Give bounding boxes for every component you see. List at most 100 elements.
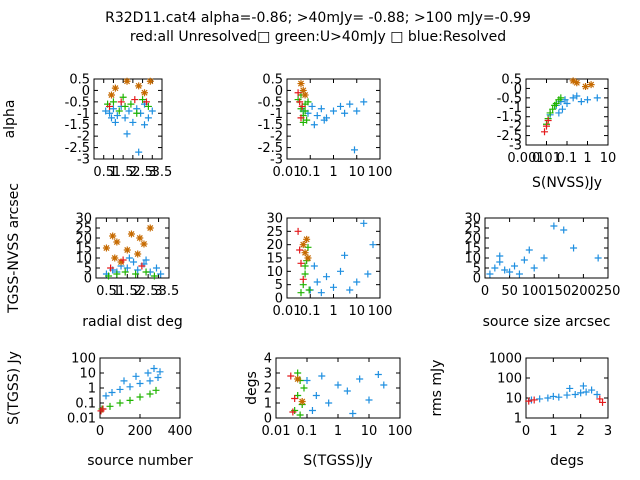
data-point xyxy=(136,393,144,401)
x-tick-label: 0 xyxy=(481,284,489,299)
series-blue xyxy=(527,382,601,404)
data-point xyxy=(136,234,144,242)
data-point xyxy=(142,256,150,264)
data-point xyxy=(557,94,565,102)
y-tick-label: 20 xyxy=(464,232,481,247)
data-point xyxy=(125,254,133,262)
data-point xyxy=(109,232,117,240)
data-point xyxy=(374,371,382,378)
data-point xyxy=(582,388,590,396)
x-tick-label: 3.5 xyxy=(159,284,180,299)
data-point xyxy=(360,98,368,106)
x-tick-label: 0.01 xyxy=(273,304,302,319)
y-tick-label: 30 xyxy=(75,212,92,227)
data-point xyxy=(341,251,349,259)
data-point xyxy=(299,241,307,249)
data-point xyxy=(298,398,306,405)
x-tick-label: 1 xyxy=(334,424,342,439)
data-point xyxy=(334,381,342,389)
data-point xyxy=(584,96,591,104)
series-green xyxy=(104,93,152,117)
data-point xyxy=(317,289,325,297)
data-point xyxy=(308,102,316,110)
data-point xyxy=(141,89,149,97)
x-tick-label: 2.5 xyxy=(138,284,159,299)
data-point xyxy=(106,109,114,117)
data-point xyxy=(308,407,316,414)
data-point xyxy=(299,275,307,283)
data-point xyxy=(296,411,304,419)
data-point xyxy=(325,399,333,407)
data-point xyxy=(129,118,137,126)
data-point xyxy=(593,390,601,398)
series-blue xyxy=(486,222,602,278)
y-tick-label: 1 xyxy=(88,382,96,397)
data-point xyxy=(558,105,566,113)
y-tick-label: 10 xyxy=(266,265,283,280)
data-point xyxy=(152,386,160,394)
data-point xyxy=(113,112,121,120)
data-point xyxy=(563,100,571,108)
y-tick-label: 1 xyxy=(264,397,272,412)
x-tick-label: 1.5 xyxy=(113,165,134,180)
series-red xyxy=(525,395,607,406)
x-tick-label: 3.5 xyxy=(152,165,173,180)
data-point xyxy=(330,107,337,115)
data-point xyxy=(146,390,154,398)
x-tick-label: 0.5 xyxy=(93,165,114,180)
data-point xyxy=(350,146,358,154)
y-tick-label: -0.5 xyxy=(497,91,522,106)
x-tick-label: 100 xyxy=(388,424,413,439)
y-tick-label: 100 xyxy=(497,372,522,387)
data-point xyxy=(364,270,372,278)
data-point xyxy=(525,397,533,405)
data-point xyxy=(313,278,321,286)
data-point xyxy=(520,256,528,264)
y-axis-label: degs xyxy=(244,371,260,405)
y-axis-label: rms mJy xyxy=(429,360,445,417)
data-point xyxy=(506,268,514,276)
x-tick-label: 10 xyxy=(600,151,617,166)
data-point xyxy=(356,375,364,383)
data-point xyxy=(336,267,344,275)
data-point xyxy=(570,244,578,252)
title-line-2: red:all Unresolved□ green:U>40mJy □ blue… xyxy=(130,29,506,45)
series-red xyxy=(287,372,299,416)
series-orange xyxy=(569,77,595,91)
data-point xyxy=(525,246,533,254)
data-point xyxy=(304,98,312,106)
data-point xyxy=(544,116,552,124)
data-point xyxy=(297,259,305,267)
y-tick-label: -2 xyxy=(270,130,283,145)
data-point xyxy=(130,258,138,266)
y-tick-label: 15 xyxy=(75,242,92,257)
data-point xyxy=(135,148,143,156)
series-green xyxy=(543,94,565,128)
data-point xyxy=(569,77,577,85)
y-axis-label: alpha xyxy=(2,100,18,139)
data-point xyxy=(540,254,548,262)
data-point xyxy=(301,270,309,278)
x-tick-label: 2 xyxy=(129,165,137,180)
y-tick-label: 0.5 xyxy=(262,73,283,88)
data-point xyxy=(536,395,544,403)
data-point xyxy=(156,368,164,376)
title-line-1: R32D11.cat4 alpha=-0.86; >40mJy= -0.88; … xyxy=(105,10,531,26)
data-point xyxy=(121,268,129,276)
x-axis-label: source number xyxy=(87,453,193,469)
data-point xyxy=(301,107,309,115)
data-point xyxy=(303,377,311,384)
x-tick-label: 0.01 xyxy=(262,424,291,439)
data-point xyxy=(132,270,140,278)
x-tick-label: 100 xyxy=(368,165,393,180)
data-point xyxy=(486,270,494,278)
data-point xyxy=(582,83,590,91)
data-point xyxy=(134,250,142,258)
data-point xyxy=(312,392,320,399)
data-point xyxy=(310,121,318,129)
series-red xyxy=(294,227,307,283)
data-point xyxy=(144,369,152,377)
data-point xyxy=(297,80,305,88)
